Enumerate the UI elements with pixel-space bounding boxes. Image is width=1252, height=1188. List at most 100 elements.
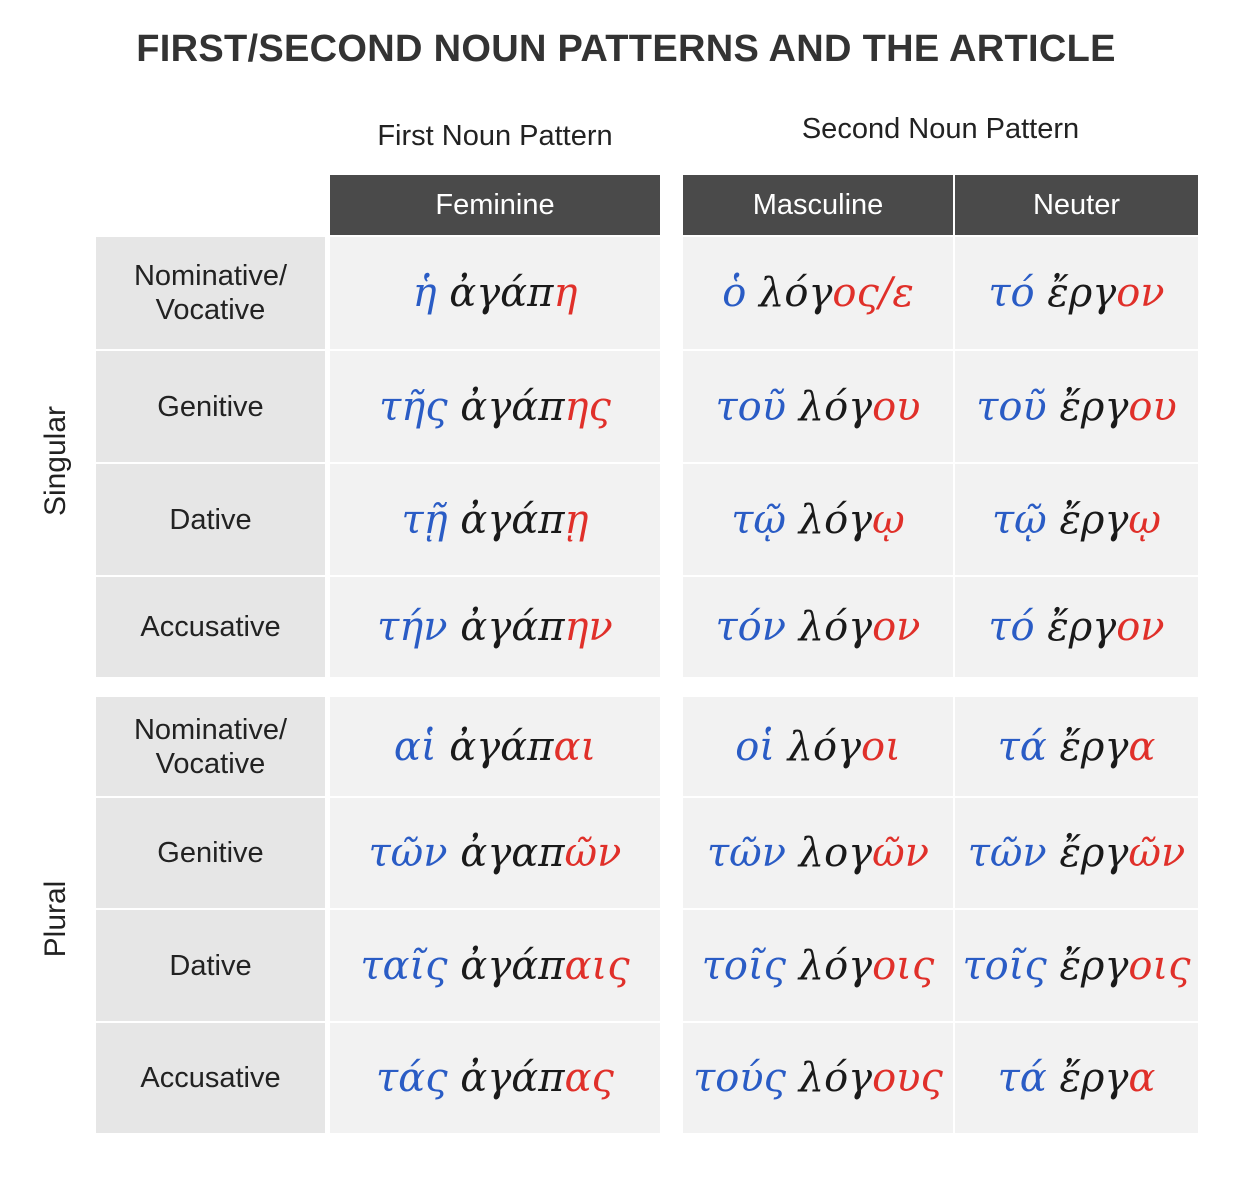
article-text: ὁ [722,270,747,316]
ending-text: ῃ [564,496,589,543]
article-text: τοῖς [962,942,1047,989]
stem-text: λόγ [786,604,873,650]
page-title: FIRST/SECOND NOUN PATTERNS AND THE ARTIC… [136,28,1116,70]
form-plural-dat-neut: τοῖς ἔργ οις [955,910,1198,1021]
stem-text: ἔργ [1046,723,1129,770]
stem-text: ἀγάπ [447,604,565,650]
article-text: τό [988,270,1035,316]
article-text: τάς [376,1055,448,1101]
stem-text: ἔργ [1046,830,1129,876]
stem-text: ἀγάπ [447,383,565,430]
form-plural-acc-fem: τάς ἀγάπ ας [330,1023,660,1133]
article-text: τό [988,604,1035,650]
article-text: τά [997,1055,1047,1101]
ending-text: οι [861,723,901,770]
stem-text: λόγ [746,270,833,316]
ending-text: οις [1128,942,1191,989]
form-plural-acc-masc: τούς λόγ ους [683,1023,953,1133]
case-label-singular-gen: Genitive [96,351,325,462]
stem-text: ἀγαπ [447,830,565,876]
article-text: τῷ [731,496,787,543]
ending-text: ον [872,604,921,650]
article-text: οἱ [735,723,775,770]
ending-text: οις [872,942,935,989]
stem-text: λόγ [786,496,873,543]
case-label-plural-gen: Genitive [96,798,325,908]
case-label-plural-nom: Nominative/ Vocative [96,697,325,796]
stem-text: ἔργ [1034,270,1117,316]
stem-text: ἔργ [1034,604,1117,650]
ending-text: ης [564,383,611,430]
form-singular-gen-masc: τοῦ λόγ ου [683,351,953,462]
ending-text: αι [553,723,597,770]
case-label-singular-nom: Nominative/ Vocative [96,237,325,349]
form-singular-dat-neut: τῷ ἔργ ῳ [955,464,1198,575]
case-label-singular-dat: Dative [96,464,325,575]
article-text: τῶν [967,830,1047,876]
stem-text: ἔργ [1046,1055,1129,1101]
article-text: αἱ [393,723,437,770]
stem-text: λόγ [786,1055,873,1101]
header-feminine: Feminine [330,175,660,235]
form-singular-gen-neut: τοῦ ἔργ ου [955,351,1198,462]
article-text: ταῖς [360,942,448,989]
stem-text: ἀγάπ [447,942,565,989]
article-text: τῶν [706,830,787,876]
form-plural-dat-masc: τοῖς λόγ οις [683,910,953,1021]
ending-text: ου [872,383,921,430]
ending-text: ος/ε [832,270,914,316]
side-label-singular: Singular [39,405,72,517]
form-singular-nom-fem: ἡ ἀγάπ η [330,237,660,349]
ending-text: ον [1116,604,1165,650]
ending-text: ῶν [1128,830,1186,876]
stem-text: λόγ [786,942,873,989]
stem-text: λόγ [774,723,862,770]
form-plural-gen-fem: τῶν ἀγαπ ῶν [330,798,660,908]
stem-text: ἀγάπ [447,496,565,543]
form-plural-dat-fem: ταῖς ἀγάπ αις [330,910,660,1021]
article-text: τούς [693,1055,787,1101]
ending-text: ῳ [1128,496,1161,543]
stem-text: ἀγάπ [436,270,554,316]
form-plural-acc-neut: τά ἔργ α [955,1023,1198,1133]
ending-text: ους [872,1055,943,1101]
stem-text: λόγ [786,383,873,430]
form-singular-dat-fem: τῇ ἀγάπ ῃ [330,464,660,575]
stem-text: ἔργ [1046,496,1129,543]
ending-text: ῶν [564,830,622,876]
article-text: τά [997,723,1047,770]
article-text: τοῦ [715,383,787,430]
article-text: τῇ [401,496,448,543]
form-singular-nom-masc: ὁ λόγ ος/ε [683,237,953,349]
ending-text: αις [564,942,630,989]
case-label-plural-acc: Accusative [96,1023,325,1133]
case-label-singular-acc: Accusative [96,577,325,677]
form-plural-nom-masc: οἱ λόγ οι [683,697,953,796]
form-plural-gen-neut: τῶν ἔργ ῶν [955,798,1198,908]
ending-text: ῶν [872,830,930,876]
stem-text: λογ [786,830,873,876]
ending-text: ην [564,604,613,650]
group-first-noun-pattern: First Noun Pattern [377,120,613,152]
header-masculine: Masculine [683,175,953,235]
article-text: τόν [715,604,787,650]
ending-text: ου [1128,383,1177,430]
form-singular-acc-fem: τήν ἀγάπ ην [330,577,660,677]
article-text: ἡ [412,270,437,316]
form-plural-nom-neut: τά ἔργ α [955,697,1198,796]
form-singular-nom-neut: τό ἔργ ον [955,237,1198,349]
stem-text: ἔργ [1046,942,1129,989]
article-text: τήν [377,604,448,650]
side-label-plural: Plural [39,880,72,958]
ending-text: ας [564,1055,614,1101]
form-singular-dat-masc: τῷ λόγ ῳ [683,464,953,575]
article-text: τῶν [368,830,448,876]
form-singular-acc-masc: τόν λόγ ον [683,577,953,677]
group-second-noun-pattern: Second Noun Pattern [801,113,1080,145]
ending-text: ῳ [872,496,905,543]
form-singular-acc-neut: τό ἔργ ον [955,577,1198,677]
case-label-plural-dat: Dative [96,910,325,1021]
article-text: τοῖς [701,942,787,989]
article-text: τῷ [992,496,1047,543]
header-neuter: Neuter [955,175,1198,235]
